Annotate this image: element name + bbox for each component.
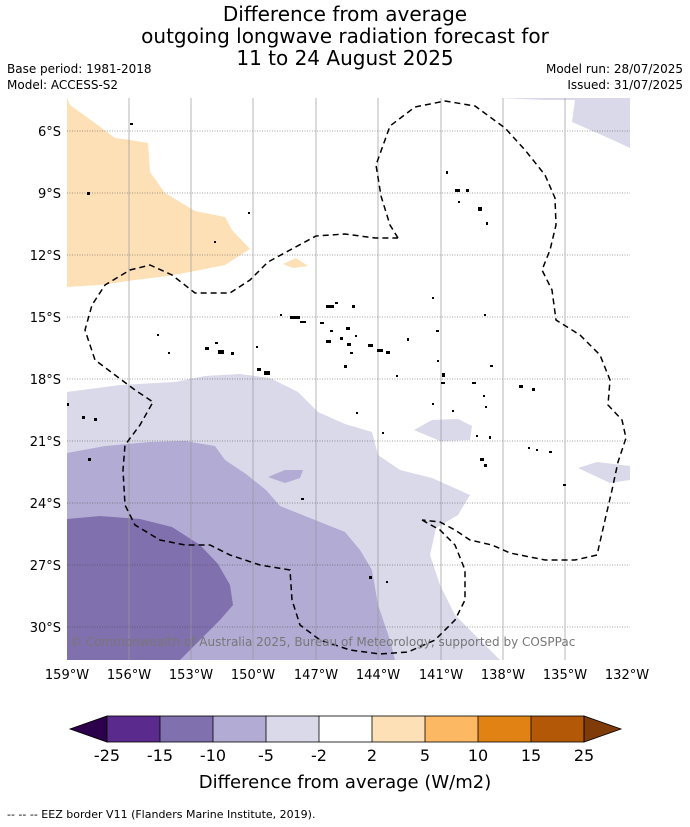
anomaly-patch-c <box>414 419 472 441</box>
colorbar-segment <box>319 716 372 742</box>
colorbar-segment <box>478 716 531 742</box>
lat-label: 9°S <box>38 187 61 202</box>
colorbar-segment <box>372 716 425 742</box>
colorbar-segment <box>213 716 266 742</box>
anomaly-band-plus2-plus5 <box>67 98 250 287</box>
lon-label: 141°W <box>419 668 463 683</box>
title-line-3: 11 to 24 August 2025 <box>236 46 454 70</box>
lon-label: 156°W <box>107 668 151 683</box>
colorbar-tick: 5 <box>420 746 430 765</box>
lon-label: 147°W <box>294 668 338 683</box>
colorbar-tick: 10 <box>468 746 488 765</box>
colorbar-label: Difference from average (W/m2) <box>199 772 491 793</box>
lon-label: 135°W <box>543 668 587 683</box>
colorbar-segment <box>160 716 213 742</box>
lat-label: 24°S <box>30 497 61 512</box>
colorbar-under-arrow <box>68 715 108 743</box>
title-line-2: outgoing longwave radiation forecast for <box>141 24 549 48</box>
anomaly-patch-e <box>578 462 630 483</box>
issued-label: Issued: 31/07/2025 <box>567 78 683 92</box>
lon-label: 159°W <box>45 668 89 683</box>
colorbar-segment <box>531 716 584 742</box>
lat-label: 21°S <box>30 435 61 450</box>
colorbar-tick: -10 <box>200 746 226 765</box>
lon-label: 153°W <box>169 668 213 683</box>
lon-label: 132°W <box>605 668 649 683</box>
colorbar-segment <box>266 716 319 742</box>
lon-label: 138°W <box>481 668 525 683</box>
anomaly-blob-peach <box>283 258 308 268</box>
lat-label: 27°S <box>30 559 61 574</box>
model-label: Model: ACCESS-S2 <box>7 78 119 92</box>
colorbar-tick: -2 <box>311 746 327 765</box>
eez-footnote: -- -- -- EEZ border V11 (Flanders Marine… <box>7 808 316 821</box>
lat-label: 15°S <box>30 311 61 326</box>
islands <box>67 123 566 583</box>
lon-label: 144°W <box>356 668 400 683</box>
eez-border-cook-islands-south <box>84 233 466 655</box>
lat-label: 18°S <box>30 373 61 388</box>
anomaly-blob-1 <box>268 470 303 483</box>
title-line-1: Difference from average <box>222 2 468 26</box>
eez-border-cook-islands <box>375 100 627 561</box>
lon-gridlines <box>128 98 566 660</box>
anomaly-field: © Commonwealth of Australia 2025, Bureau… <box>67 98 630 660</box>
colorbar-tick: -5 <box>258 746 274 765</box>
colorbar-segment <box>107 716 160 742</box>
colorbar-tick: 15 <box>521 746 541 765</box>
anomaly-band-minus15-minus10 <box>67 516 233 660</box>
base-period-label: Base period: 1981-2018 <box>7 62 152 76</box>
colorbar-tick: -15 <box>147 746 173 765</box>
lat-label: 6°S <box>38 125 61 140</box>
lat-label: 12°S <box>30 249 61 264</box>
copyright-notice: © Commonwealth of Australia 2025, Bureau… <box>70 635 575 649</box>
lat-label: 30°S <box>30 621 61 636</box>
colorbar-over-arrow <box>583 715 623 743</box>
model-run-label: Model run: 28/07/2025 <box>545 62 683 76</box>
colorbar-tick: 2 <box>367 746 377 765</box>
anomaly-patch-ne <box>500 98 630 148</box>
colorbar-segment <box>425 716 478 742</box>
colorbar: -25 -15 -10 -5 -2 2 5 10 15 25 Differenc… <box>68 715 623 793</box>
lon-label: 150°W <box>231 668 275 683</box>
colorbar-tick: 25 <box>574 746 594 765</box>
colorbar-tick: -25 <box>94 746 120 765</box>
